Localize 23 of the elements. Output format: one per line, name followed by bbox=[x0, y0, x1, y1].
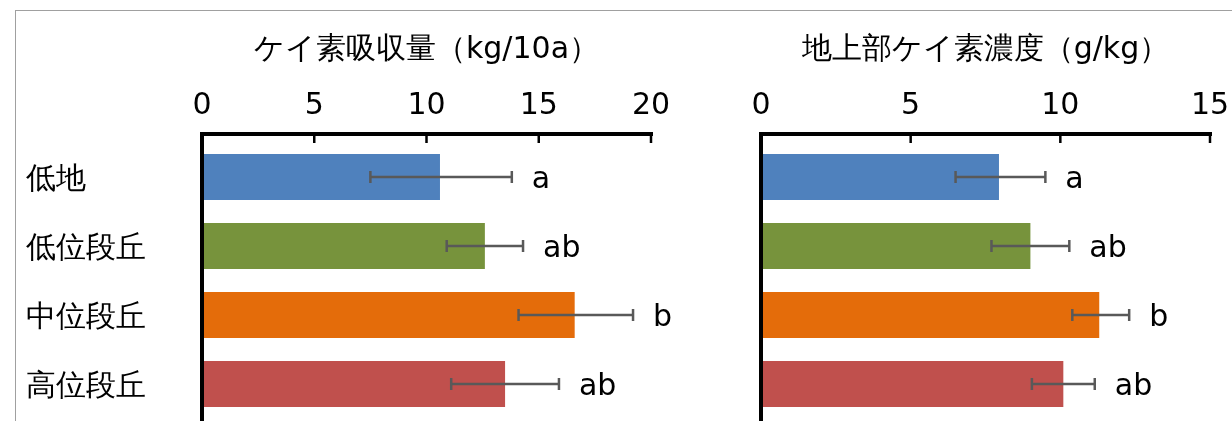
y-tick-label: 高位段丘 bbox=[26, 367, 146, 402]
y-tick-label: 低地 bbox=[26, 160, 86, 195]
annotation: ab bbox=[578, 367, 617, 402]
annotation: ab bbox=[543, 229, 581, 264]
annotation: ab bbox=[1114, 367, 1153, 402]
annotation: a bbox=[531, 160, 551, 195]
annotation: b bbox=[1149, 298, 1169, 333]
x-tick-label: 15 bbox=[519, 86, 558, 121]
chart-title: ケイ素吸収量（kg/10a） bbox=[253, 30, 600, 65]
x-tick-label: 0 bbox=[751, 86, 771, 121]
x-tick-label: 15 bbox=[1190, 86, 1230, 121]
annotation: ab bbox=[1089, 229, 1127, 264]
chart-title: 地上部ケイ素濃度（g/kg） bbox=[800, 30, 1170, 65]
x-tick-label: 20 bbox=[631, 86, 671, 121]
annotation: a bbox=[1065, 160, 1084, 195]
x-tick-label: 5 bbox=[304, 86, 324, 121]
x-tick-label: 0 bbox=[192, 86, 212, 121]
y-tick-label: 低位段丘 bbox=[26, 229, 146, 264]
x-tick-label: 10 bbox=[1041, 86, 1080, 121]
x-tick-label: 5 bbox=[901, 86, 921, 121]
x-tick-label: 10 bbox=[407, 86, 446, 121]
y-tick-label: 中位段丘 bbox=[26, 298, 146, 333]
text: b bbox=[653, 298, 673, 333]
